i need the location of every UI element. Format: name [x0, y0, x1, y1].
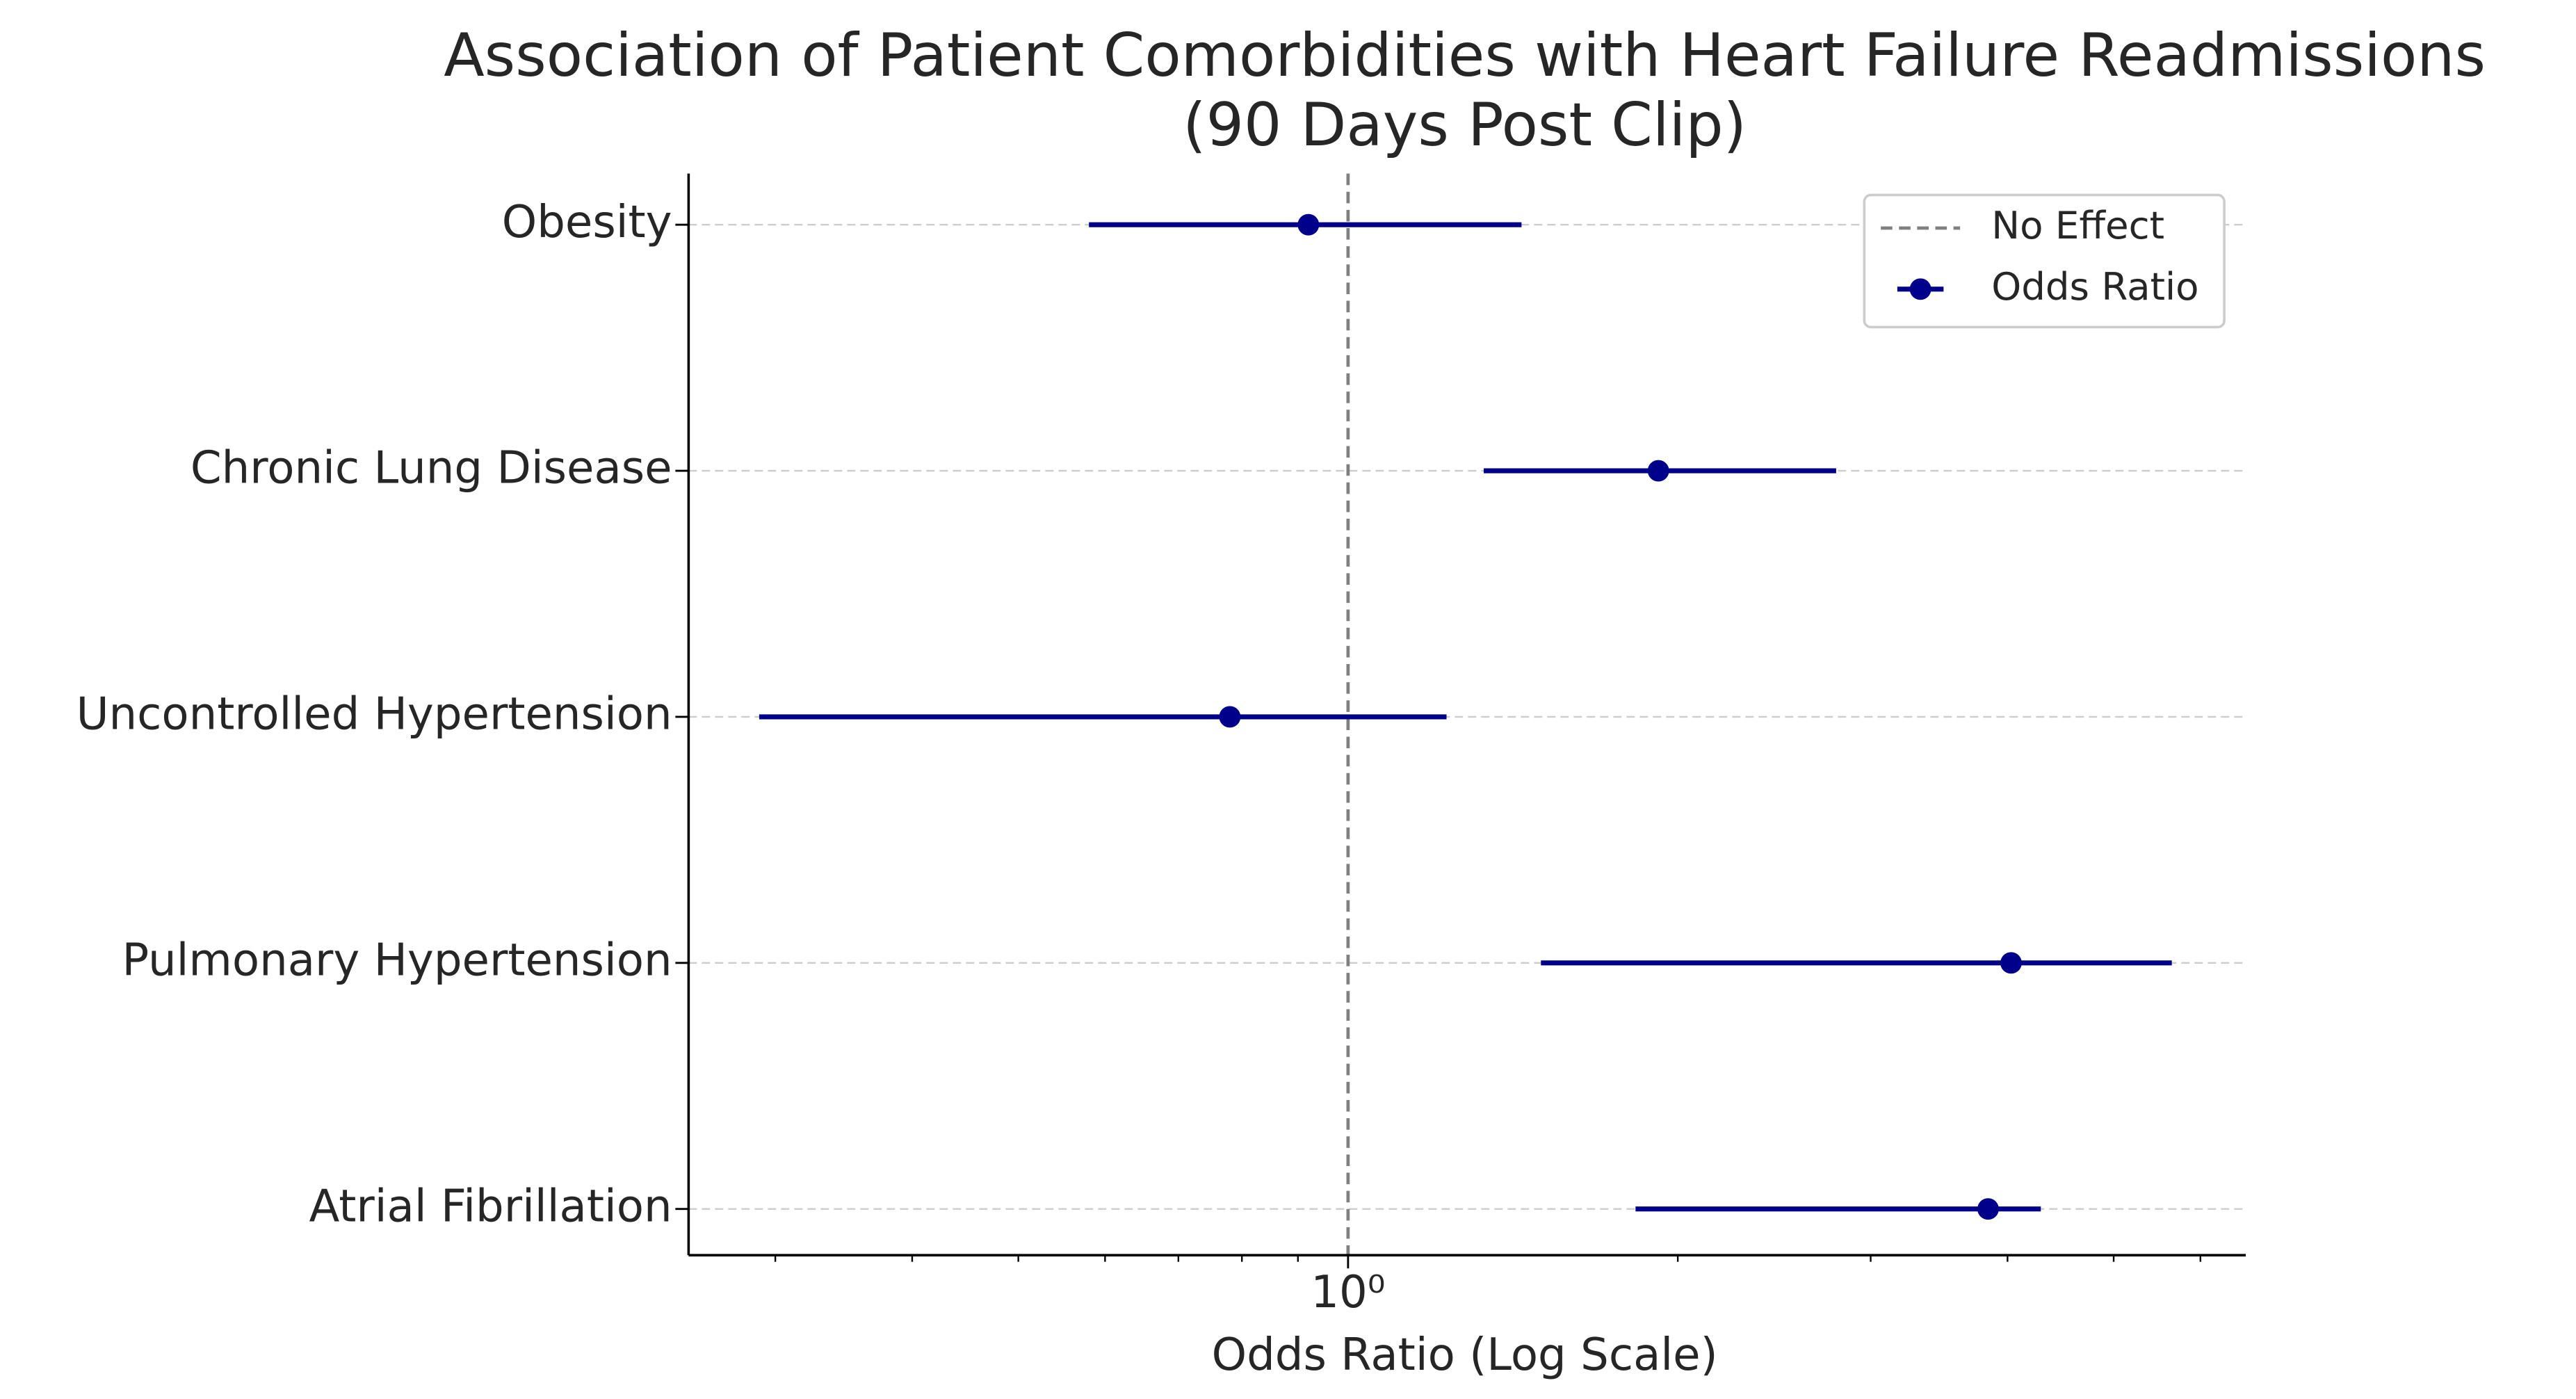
point — [1219, 706, 1241, 728]
y-tick-label: Uncontrolled Hypertension — [76, 688, 672, 741]
y-tick-label: Pulmonary Hypertension — [122, 934, 672, 986]
x-tick-label: 10⁰ — [1311, 1266, 1385, 1318]
legend: No Effect Odds Ratio — [1863, 193, 2226, 329]
point — [1977, 1198, 1999, 1220]
point — [1297, 213, 1320, 236]
chart-title: Association of Patient Comorbidities wit… — [444, 22, 2486, 90]
point — [1647, 460, 1669, 482]
legend-key — [1909, 278, 1931, 300]
legend-label: Odds Ratio — [1991, 264, 2198, 309]
y-tick-label: Atrial Fibrillation — [309, 1180, 672, 1232]
chart-title: (90 Days Post Clip) — [1183, 91, 1747, 160]
point — [2000, 952, 2022, 974]
legend-label: No Effect — [1991, 203, 2164, 248]
x-axis-label: Odds Ratio (Log Scale) — [1212, 1329, 1718, 1381]
y-tick-label: Chronic Lung Disease — [191, 442, 672, 494]
y-tick-label: Obesity — [502, 196, 672, 248]
